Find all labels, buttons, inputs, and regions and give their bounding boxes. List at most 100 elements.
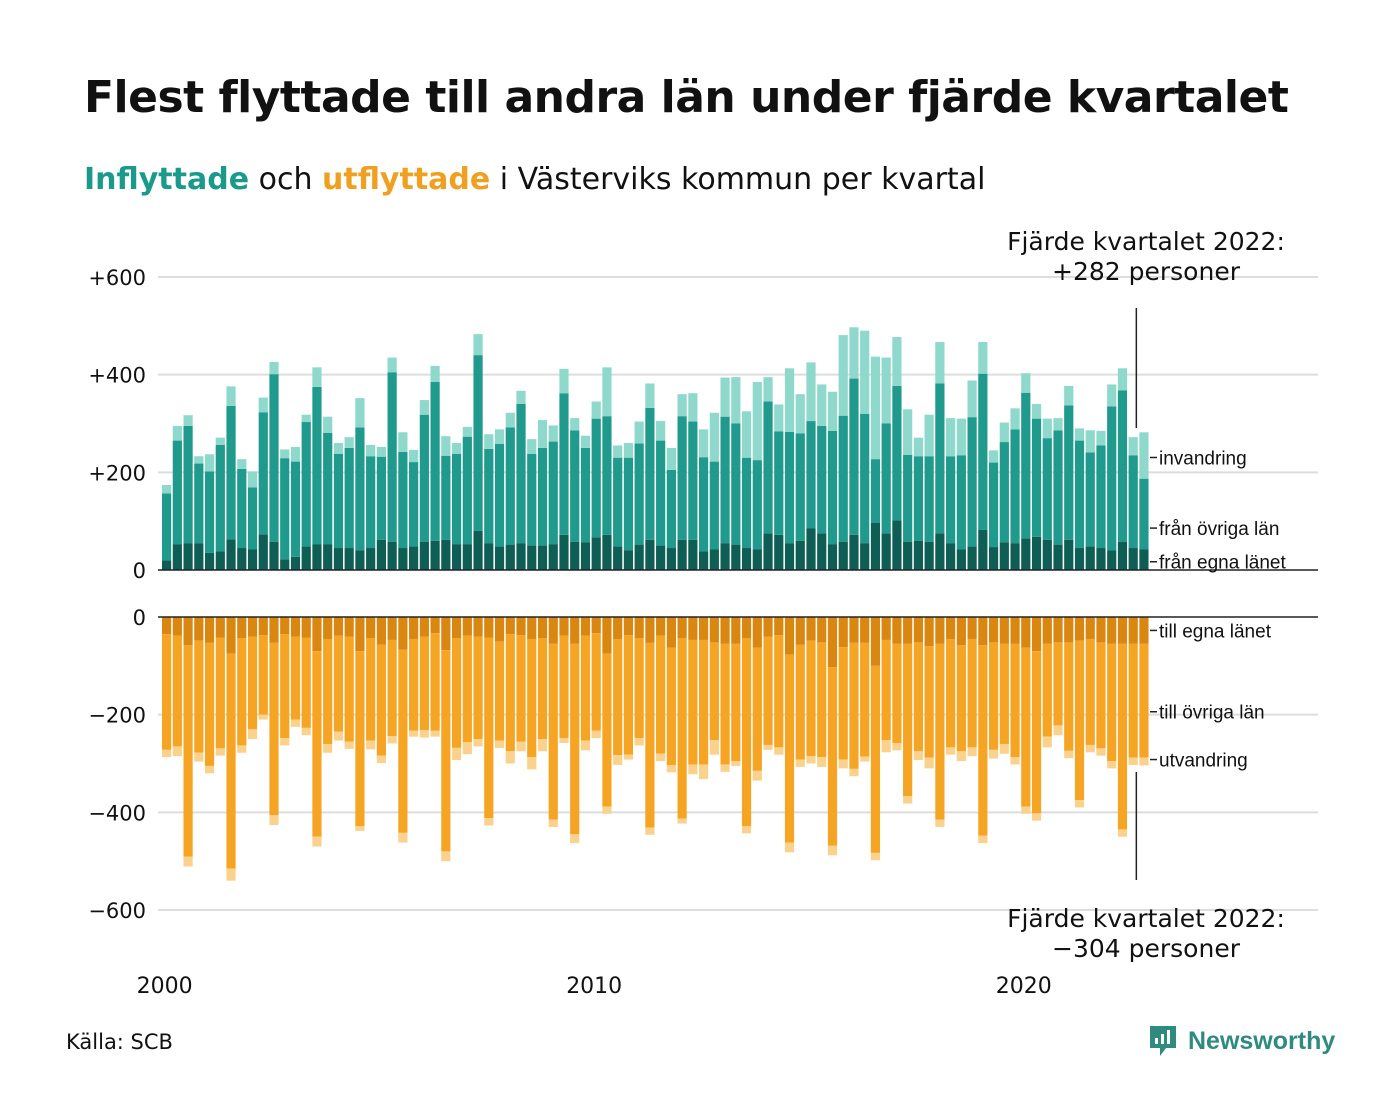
bar-in-own-county — [924, 541, 934, 570]
bar-out-other-counties — [516, 635, 526, 742]
newsworthy-logo: Newsworthy — [1148, 1024, 1335, 1058]
bar-out-own-county — [183, 617, 193, 646]
bar-out-other-counties — [398, 649, 408, 833]
bar-in-immigration — [548, 425, 558, 442]
bar-in-immigration — [838, 335, 848, 416]
bar-out-own-county — [946, 617, 956, 639]
bar-out-emigration — [409, 730, 419, 737]
bar-out-emigration — [860, 756, 870, 762]
bar-out-emigration — [580, 740, 591, 751]
bar-in-other-counties — [280, 458, 290, 560]
bar-in-own-county — [978, 529, 988, 570]
bar-in-own-county — [709, 549, 719, 570]
bar-out-emigration — [215, 748, 225, 756]
bar-in-immigration — [1064, 385, 1074, 406]
bar-out-other-counties — [570, 643, 580, 835]
bar-in-immigration — [784, 368, 795, 432]
bar-in-own-county — [870, 522, 881, 570]
bar-out-emigration — [280, 738, 290, 746]
bar-out-other-counties — [978, 645, 988, 836]
bar-in-own-county — [312, 544, 322, 570]
bar-out-emigration — [666, 764, 676, 773]
bar-out-emigration — [741, 826, 752, 834]
bar-in-immigration — [956, 418, 966, 456]
bar-in-immigration — [795, 394, 805, 434]
bar-out-emigration — [946, 747, 956, 755]
bar-out-own-county — [494, 617, 505, 642]
bar-in-other-counties — [333, 453, 344, 549]
bar-out-emigration — [913, 751, 923, 761]
bar-in-own-county — [688, 539, 698, 570]
y-tick-label-top: 0 — [133, 559, 146, 583]
bar-in-immigration — [720, 377, 730, 417]
bar-out-other-counties — [419, 636, 429, 731]
bar-in-immigration — [269, 361, 279, 375]
bar-out-emigration — [462, 742, 472, 755]
bar-in-own-county — [1107, 550, 1117, 570]
bar-out-own-county — [806, 617, 816, 641]
bar-out-emigration — [1074, 800, 1085, 808]
bar-in-other-counties — [441, 455, 451, 540]
bar-out-other-counties — [699, 639, 709, 765]
bar-out-emigration — [333, 731, 344, 741]
bar-out-emigration — [559, 738, 569, 743]
bar-out-emigration — [956, 751, 966, 762]
x-tick-label: 2020 — [996, 974, 1052, 999]
bar-out-other-counties — [645, 642, 655, 828]
bar-out-own-county — [441, 617, 451, 651]
bar-out-other-counties — [484, 637, 494, 819]
bar-in-own-county — [344, 548, 354, 570]
bar-out-own-county — [580, 617, 591, 636]
bar-out-other-counties — [323, 638, 333, 744]
bar-in-immigration — [1010, 408, 1020, 430]
bar-out-own-county — [559, 617, 569, 636]
bar-out-other-counties — [258, 635, 268, 715]
bar-in-own-county — [634, 544, 644, 570]
bar-out-other-counties — [451, 637, 462, 748]
bar-out-own-county — [967, 617, 977, 639]
bar-in-other-counties — [1042, 438, 1052, 540]
bar-out-emigration — [795, 759, 805, 767]
bar-out-own-county — [355, 617, 365, 652]
bar-out-own-county — [258, 617, 268, 636]
bar-in-own-county — [913, 540, 923, 570]
bar-in-other-counties — [1053, 430, 1063, 545]
bar-out-other-counties — [527, 638, 537, 758]
bar-in-immigration — [494, 429, 505, 445]
bar-out-emigration — [1031, 813, 1042, 821]
bar-in-own-county — [817, 533, 827, 570]
bar-in-immigration — [1128, 437, 1138, 456]
bar-out-emigration — [344, 741, 354, 749]
bar-in-own-county — [280, 559, 290, 570]
bar-in-immigration — [666, 447, 676, 470]
bar-out-other-counties — [237, 637, 247, 746]
bar-out-other-counties — [333, 635, 344, 732]
y-tick-label-bottom: 0 — [133, 606, 146, 630]
bar-in-immigration — [1096, 430, 1106, 446]
bar-in-other-counties — [290, 461, 301, 557]
bar-in-own-county — [881, 533, 891, 570]
bar-in-immigration — [988, 450, 999, 463]
bar-in-own-county — [1053, 544, 1063, 570]
bar-in-own-county — [774, 534, 784, 570]
bar-in-immigration — [376, 446, 386, 457]
bar-in-other-counties — [613, 457, 623, 547]
bar-out-emigration — [935, 819, 945, 827]
bar-out-other-counties — [355, 651, 365, 827]
bar-out-own-county — [645, 617, 655, 643]
bar-in-immigration — [516, 390, 526, 404]
bar-in-own-county — [527, 545, 537, 570]
series-label-top: från egna länet — [1159, 553, 1286, 574]
bar-in-other-counties — [312, 386, 322, 545]
bar-out-emigration — [892, 742, 902, 751]
bar-out-emigration — [1117, 829, 1128, 837]
bar-in-other-counties — [924, 456, 934, 542]
bar-in-own-county — [1042, 539, 1052, 570]
bar-out-other-counties — [613, 638, 623, 756]
bar-in-other-counties — [645, 407, 655, 540]
bar-in-other-counties — [398, 451, 408, 549]
bar-out-own-county — [827, 617, 838, 668]
bar-in-own-county — [1117, 541, 1128, 570]
bar-out-other-counties — [623, 635, 634, 755]
bar-in-other-counties — [473, 355, 483, 531]
